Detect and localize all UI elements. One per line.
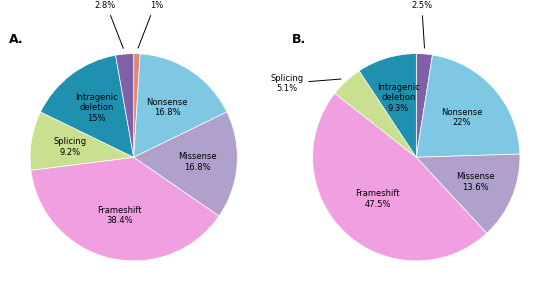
Text: Intragenic
deletion
15%: Intragenic deletion 15%: [75, 93, 118, 123]
Text: Whole deletion
2.8%: Whole deletion 2.8%: [73, 0, 136, 48]
Text: Missense
16.8%: Missense 16.8%: [178, 152, 217, 172]
Text: Splicing
9.2%: Splicing 9.2%: [54, 137, 87, 157]
Wedge shape: [41, 55, 134, 157]
Wedge shape: [416, 154, 520, 233]
Text: Splicing
5.1%: Splicing 5.1%: [270, 74, 341, 93]
Text: Other
1%: Other 1%: [138, 0, 168, 48]
Text: Intragenic
deletion
9.3%: Intragenic deletion 9.3%: [377, 83, 420, 113]
Wedge shape: [359, 54, 416, 157]
Wedge shape: [134, 112, 238, 216]
Text: Frameshift
47.5%: Frameshift 47.5%: [355, 190, 400, 209]
Text: Nonsense
16.8%: Nonsense 16.8%: [146, 98, 188, 117]
Text: B.: B.: [292, 33, 306, 46]
Wedge shape: [116, 54, 134, 157]
Text: Frameshift
38.4%: Frameshift 38.4%: [97, 206, 142, 225]
Text: Whole deletion
2.5%: Whole deletion 2.5%: [390, 0, 453, 48]
Text: Missense
13.6%: Missense 13.6%: [456, 172, 495, 192]
Wedge shape: [312, 93, 487, 261]
Text: A.: A.: [9, 33, 24, 46]
Text: Nonsense
22%: Nonsense 22%: [441, 108, 482, 127]
Wedge shape: [31, 157, 219, 261]
Wedge shape: [416, 54, 432, 157]
Wedge shape: [335, 71, 416, 157]
Wedge shape: [30, 112, 134, 170]
Wedge shape: [416, 55, 520, 157]
Wedge shape: [134, 54, 140, 157]
Wedge shape: [134, 54, 227, 157]
